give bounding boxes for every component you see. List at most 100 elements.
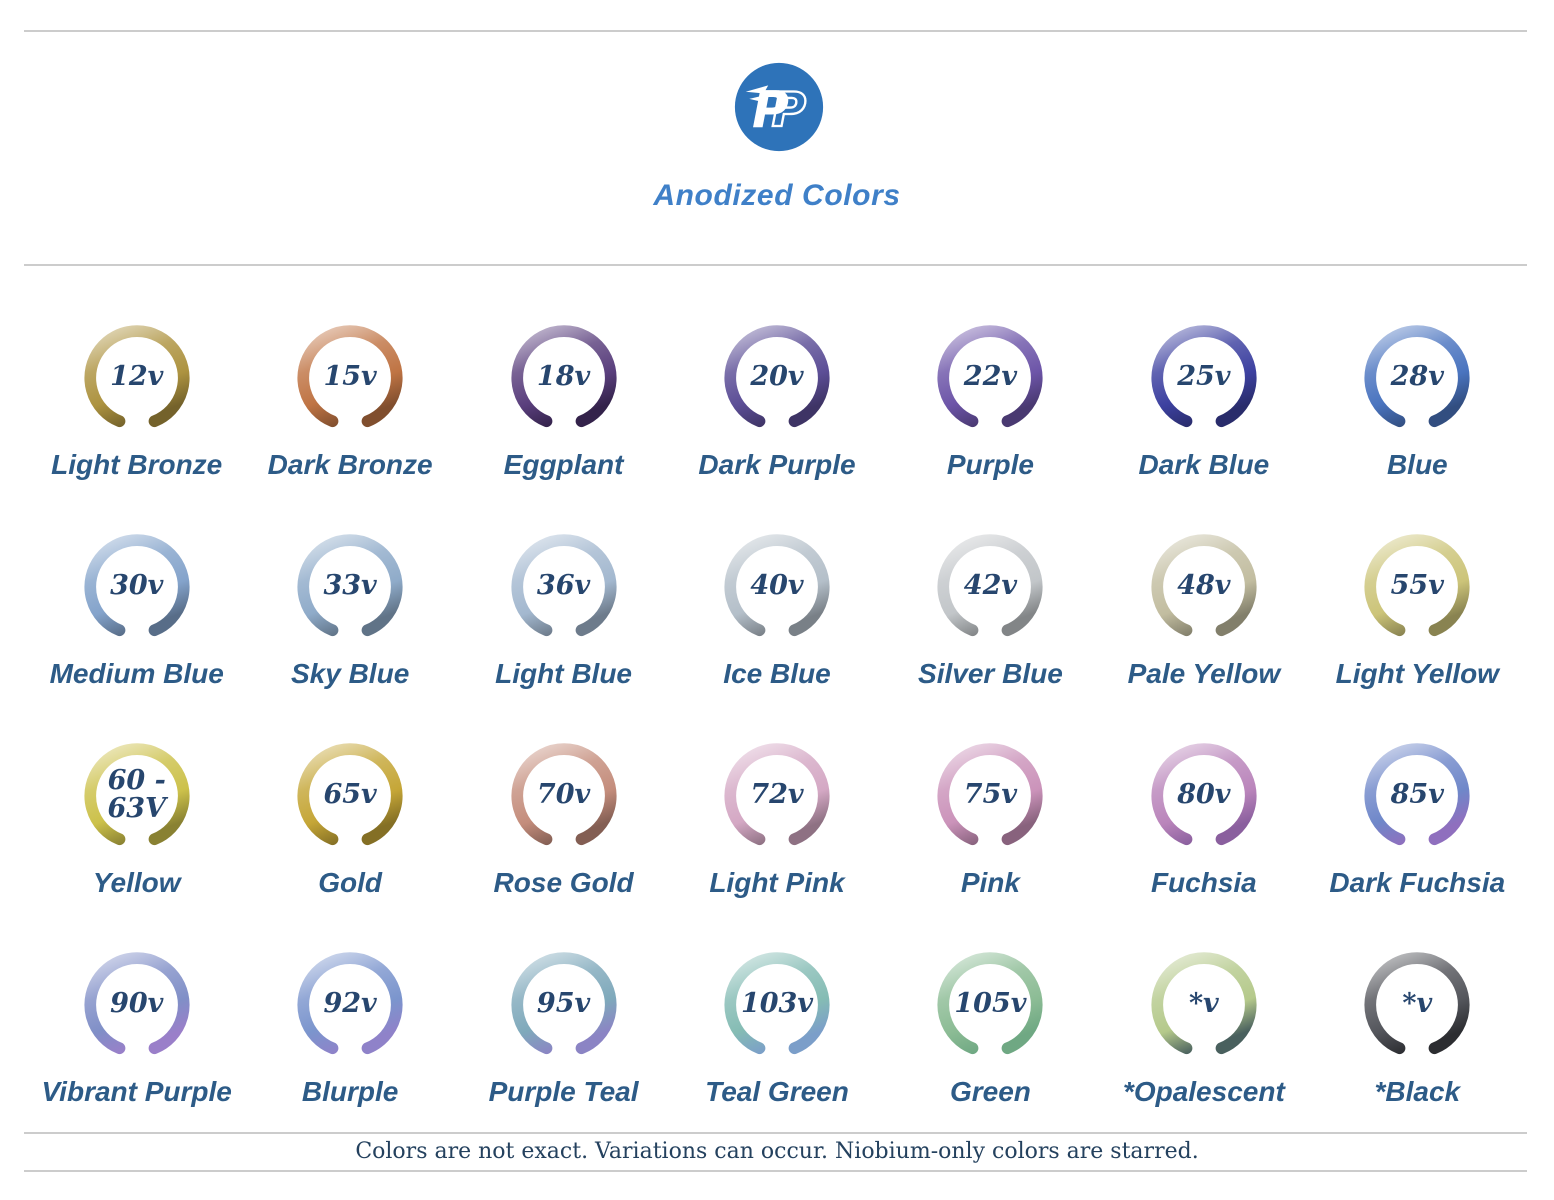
voltage-label: 48v: [1177, 570, 1231, 602]
color-swatch-cell: 55v Light Yellow: [1311, 519, 1524, 728]
ring-shape: [937, 952, 1043, 1055]
voltage-label: *v: [1188, 988, 1219, 1020]
voltage-label: 22v: [963, 361, 1018, 393]
voltage-label: 95v: [536, 988, 591, 1020]
voltage-label: 28v: [1390, 361, 1444, 393]
color-swatch-cell: 80v Fuchsia: [1097, 728, 1310, 937]
ring-swatch: 92v: [286, 945, 414, 1073]
ring-shape: [937, 534, 1043, 637]
ring-swatch: 18v: [500, 318, 628, 446]
color-swatch-cell: 105v Green: [884, 937, 1097, 1146]
logo-wing-icon: [749, 95, 765, 102]
ring-shape: [724, 952, 830, 1055]
ring-swatch: 65v: [286, 736, 414, 864]
top-divider: [24, 30, 1527, 32]
color-name: Fuchsia: [1150, 867, 1257, 898]
ring-icon: [724, 952, 830, 1055]
ring-shape: [1151, 325, 1257, 428]
logo-letter-back: P: [772, 84, 806, 138]
color-name: Eggplant: [503, 449, 624, 480]
color-name: Pink: [960, 867, 1020, 898]
ring-icon: [1151, 952, 1257, 1055]
color-swatch-cell: 20v Dark Purple: [670, 310, 883, 519]
ring-swatch: 25v: [1140, 318, 1268, 446]
color-name: Silver Blue: [918, 658, 1063, 689]
ring-icon: [1364, 534, 1470, 637]
ring-shape: [1151, 534, 1257, 637]
ring-swatch: 90v: [73, 945, 201, 1073]
ring-shape: [84, 534, 190, 637]
voltage-label: 42v: [963, 570, 1018, 602]
voltage-label: 65v: [323, 779, 377, 811]
color-name: Yellow: [92, 867, 181, 898]
ring-swatch: 70v: [500, 736, 628, 864]
ring-icon: [297, 952, 403, 1055]
voltage-label: 40v: [750, 570, 804, 602]
voltage-label: 103v: [740, 988, 814, 1020]
color-name: Ice Blue: [723, 658, 831, 689]
ring-swatch: 22v: [926, 318, 1054, 446]
ring-icon: [297, 743, 403, 846]
brand-logo: P P: [734, 62, 824, 152]
color-swatch-cell: 90v Vibrant Purple: [30, 937, 243, 1146]
header-divider: [24, 264, 1527, 266]
ring-shape: [511, 534, 617, 637]
voltage-label: 90v: [110, 988, 164, 1020]
color-swatch-cell: 48v Pale Yellow: [1097, 519, 1310, 728]
ring-shape: [1364, 325, 1470, 428]
ring-swatch: 80v: [1140, 736, 1268, 864]
ring-swatch: 30v: [73, 527, 201, 655]
ring-icon: [937, 743, 1043, 846]
ring-shape: [511, 952, 617, 1055]
ring-swatch: *v: [1353, 945, 1481, 1073]
ring-shape: [511, 325, 617, 428]
color-swatch-cell: 42v Silver Blue: [884, 519, 1097, 728]
ring-shape: [297, 952, 403, 1055]
voltage-label: 20v: [750, 361, 804, 393]
color-name: Purple: [946, 449, 1034, 480]
color-name: Blurple: [301, 1076, 399, 1107]
ring-icon: [1151, 534, 1257, 637]
color-name: Medium Blue: [49, 658, 224, 689]
ring-swatch: 103v: [713, 945, 841, 1073]
color-name: Green: [949, 1076, 1031, 1107]
color-swatch-cell: 95v Purple Teal: [457, 937, 670, 1146]
voltage-label: 105v: [954, 988, 1027, 1020]
color-name: Purple Teal: [488, 1076, 639, 1107]
ring-icon: [937, 534, 1043, 637]
color-name: Light Pink: [709, 867, 845, 898]
ring-icon: [724, 534, 830, 637]
color-swatch-cell: 33v Sky Blue: [243, 519, 456, 728]
ring-swatch: 12v: [73, 318, 201, 446]
ring-icon: [511, 534, 617, 637]
voltage-label: 85v: [1390, 779, 1444, 811]
footer-divider-top: [24, 1132, 1527, 1134]
ring-swatch: 20v: [713, 318, 841, 446]
voltage-label: 33v: [323, 570, 377, 602]
color-name: Sky Blue: [290, 658, 410, 689]
logo-wing-icon: [745, 85, 769, 94]
ring-icon: [297, 534, 403, 637]
brand-logo-icon: P P: [734, 62, 824, 152]
ring-shape: [724, 325, 830, 428]
ring-icon: [511, 325, 617, 428]
ring-swatch: 33v: [286, 527, 414, 655]
color-swatch-cell: 22v Purple: [884, 310, 1097, 519]
color-swatch-cell: 30v Medium Blue: [30, 519, 243, 728]
color-swatch-cell: 40v Ice Blue: [670, 519, 883, 728]
ring-swatch: 42v: [926, 527, 1054, 655]
color-swatch-cell: 36v Light Blue: [457, 519, 670, 728]
ring-shape: [937, 743, 1043, 846]
color-name: Light Yellow: [1335, 658, 1499, 689]
voltage-label: 75v: [963, 779, 1018, 811]
footer-divider-bottom: [24, 1170, 1527, 1172]
color-name: Vibrant Purple: [41, 1076, 232, 1107]
color-swatch-cell: 60 - 63V Yellow: [30, 728, 243, 937]
ring-swatch: 40v: [713, 527, 841, 655]
color-name: *Opalescent: [1122, 1076, 1285, 1107]
voltage-label: 15v: [323, 361, 377, 393]
ring-icon: [84, 743, 190, 846]
ring-swatch: 60 - 63V: [73, 736, 201, 864]
ring-shape: [297, 325, 403, 428]
color-swatch-cell: 72v Light Pink: [670, 728, 883, 937]
